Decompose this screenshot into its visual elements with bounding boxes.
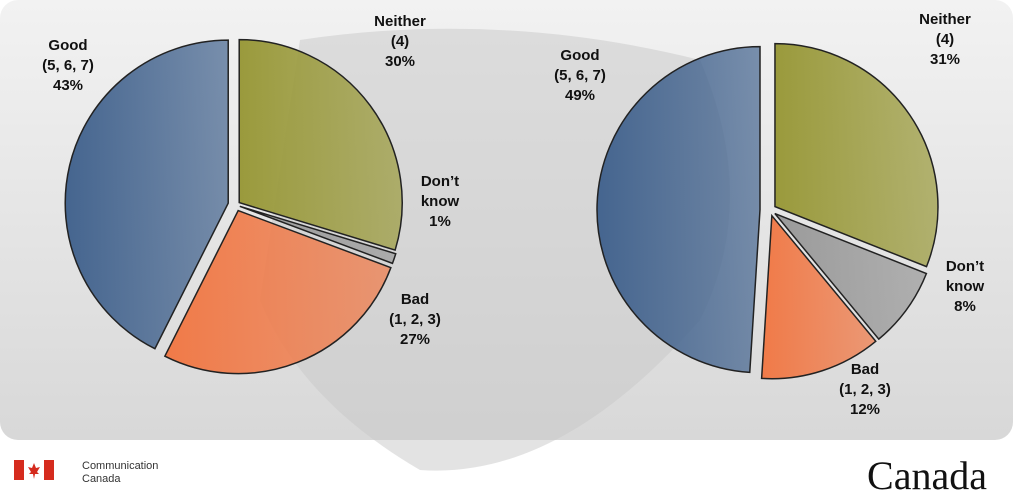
slice-category: Bad (1, 2, 3): [389, 291, 441, 328]
pie-slice: [163, 209, 392, 375]
slice-category: Don’t know: [945, 258, 985, 295]
slice-value-label: 1%: [429, 213, 451, 230]
pie-slice: [774, 42, 939, 268]
slice-value-label: 8%: [954, 298, 976, 315]
slice-value-label: 30%: [384, 53, 416, 70]
slice-category: Neither (4): [919, 11, 971, 48]
department-name: Canada: [82, 473, 121, 485]
slice-value-label: 49%: [564, 87, 596, 104]
flag: [14, 460, 54, 480]
slice-value-label: 43%: [52, 77, 84, 94]
slice-category: Neither (4): [374, 13, 426, 50]
wordmark: Canada: [867, 453, 987, 498]
department-name: Communication: [82, 460, 159, 472]
pie-slice: [760, 213, 877, 380]
pie-slice: [239, 205, 397, 265]
slice-category: Good (5, 6, 7): [554, 47, 606, 84]
slice-value-label: 12%: [849, 401, 881, 418]
slice-category: Good (5, 6, 7): [42, 37, 94, 74]
pie-slice: [238, 38, 403, 252]
pie-slice: [596, 45, 761, 374]
pie-slice: [774, 212, 928, 341]
slice-category: Don’t know: [420, 173, 460, 210]
slice-category: Bad (1, 2, 3): [839, 361, 891, 398]
slice-value-label: 27%: [399, 331, 431, 348]
pie-slice: [64, 39, 229, 350]
slice-value-label: 31%: [929, 51, 961, 68]
